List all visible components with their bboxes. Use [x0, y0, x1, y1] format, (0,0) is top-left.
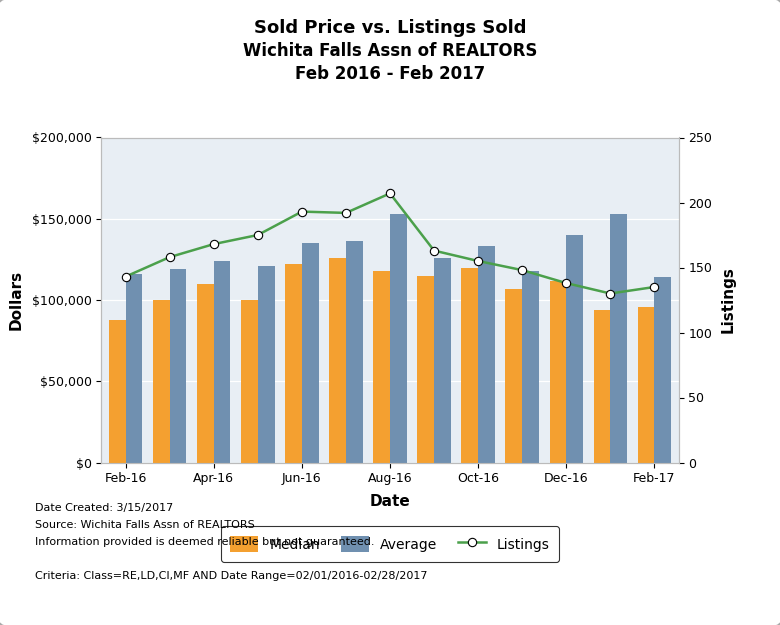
Bar: [566, 235, 583, 462]
Bar: [522, 271, 539, 462]
Bar: [302, 243, 318, 462]
Bar: [214, 261, 231, 462]
Listings: [429, 247, 438, 254]
Listings: [605, 290, 615, 298]
Line: Listings: Listings: [122, 189, 658, 298]
Bar: [390, 214, 406, 462]
Bar: [374, 271, 390, 462]
Listings: [562, 279, 571, 287]
Bar: [241, 300, 258, 462]
Bar: [654, 278, 671, 462]
Bar: [346, 241, 363, 462]
Text: Information provided is deemed reliable but not guaranteed.: Information provided is deemed reliable …: [35, 537, 374, 547]
Bar: [478, 246, 495, 462]
Text: Wichita Falls Assn of REALTORS: Wichita Falls Assn of REALTORS: [243, 42, 537, 60]
Text: Date Created: 3/15/2017: Date Created: 3/15/2017: [35, 503, 173, 513]
Listings: [650, 283, 659, 291]
Listings: [473, 258, 483, 265]
Text: Criteria: Class=RE,LD,CI,MF AND Date Range=02/01/2016-02/28/2017: Criteria: Class=RE,LD,CI,MF AND Date Ran…: [35, 571, 427, 581]
X-axis label: Date: Date: [370, 494, 410, 509]
Listings: [342, 209, 351, 217]
Text: Sold Price vs. Listings Sold: Sold Price vs. Listings Sold: [254, 19, 526, 37]
Y-axis label: Listings: Listings: [721, 266, 736, 334]
Bar: [258, 266, 275, 462]
Text: Source: Wichita Falls Assn of REALTORS: Source: Wichita Falls Assn of REALTORS: [35, 520, 255, 530]
Listings: [209, 241, 218, 248]
Bar: [462, 268, 478, 462]
Bar: [549, 281, 566, 462]
Bar: [594, 310, 610, 462]
Bar: [285, 264, 302, 462]
Bar: [329, 258, 346, 462]
Text: Feb 2016 - Feb 2017: Feb 2016 - Feb 2017: [295, 65, 485, 82]
Bar: [610, 214, 627, 462]
Bar: [505, 289, 522, 462]
Bar: [126, 274, 143, 462]
Bar: [197, 284, 214, 462]
Bar: [153, 300, 170, 462]
Y-axis label: Dollars: Dollars: [9, 270, 23, 330]
Legend: Median, Average, Listings: Median, Average, Listings: [221, 526, 559, 562]
Listings: [517, 266, 526, 274]
Listings: [385, 189, 395, 197]
Bar: [170, 269, 186, 462]
Bar: [109, 319, 126, 462]
Listings: [121, 273, 130, 281]
Bar: [434, 258, 451, 462]
Bar: [417, 276, 434, 462]
Listings: [297, 208, 307, 216]
Listings: [165, 253, 175, 261]
Listings: [254, 231, 263, 239]
Bar: [637, 306, 654, 462]
